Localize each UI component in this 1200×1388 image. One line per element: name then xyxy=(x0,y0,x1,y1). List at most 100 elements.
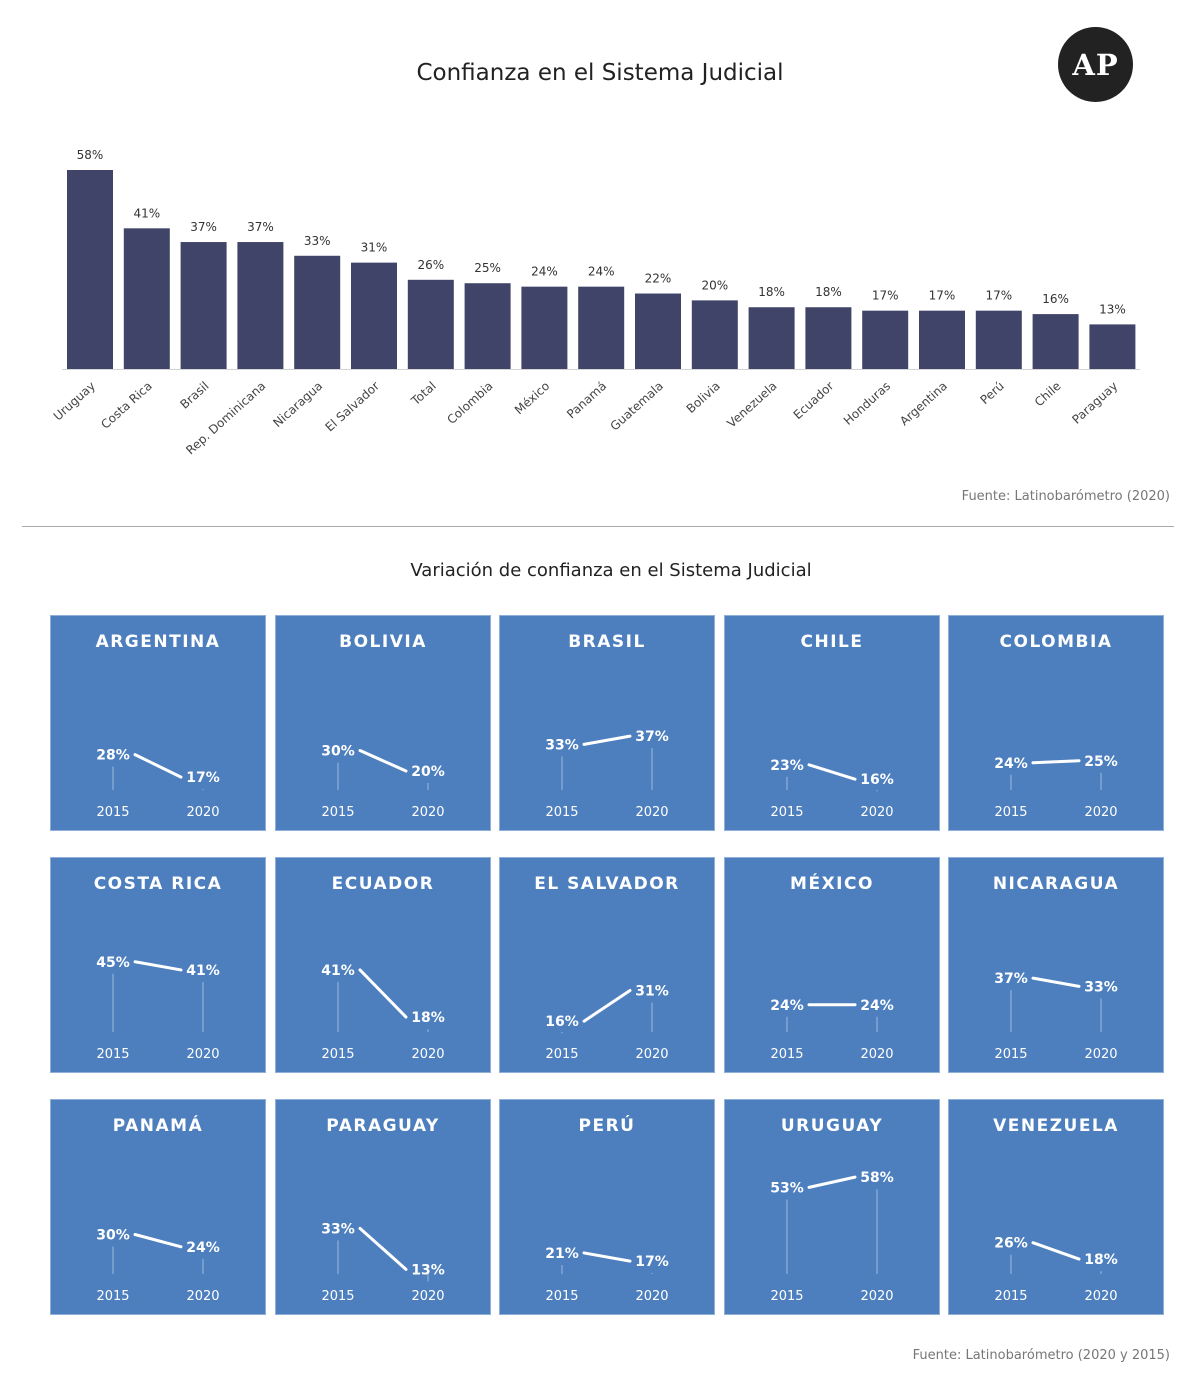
value-label-2020: 17% xyxy=(186,770,220,786)
bar-value-label: 22% xyxy=(645,272,672,286)
x-tick-label: Guatemala xyxy=(608,379,666,434)
panel-line-chart: 41% 18% 2015 2020 xyxy=(321,963,445,1062)
value-label-2015: 24% xyxy=(770,998,804,1014)
value-label-2020: 41% xyxy=(186,963,220,979)
trend-line xyxy=(582,734,632,746)
bar xyxy=(67,170,113,369)
value-label-2015: 41% xyxy=(321,963,355,979)
x-tick-label: Total xyxy=(408,379,439,409)
x-tick-label: Brasil xyxy=(177,379,211,412)
x-tick-label: Paraguay xyxy=(1069,379,1120,427)
panel-line-chart: 26% 18% 2015 2020 xyxy=(994,1236,1118,1304)
panel-country-title: PERÚ xyxy=(578,1116,636,1136)
panel-line-chart: 30% 24% 2015 2020 xyxy=(96,1228,220,1305)
bar-value-label: 26% xyxy=(417,258,444,272)
x-tick-label: Colombia xyxy=(444,379,495,427)
bar-value-label: 33% xyxy=(304,234,331,248)
trend-line xyxy=(133,753,183,779)
value-label-2020: 20% xyxy=(411,764,445,780)
value-label-2020: 31% xyxy=(635,983,669,999)
year-label-2020: 2020 xyxy=(411,1289,444,1304)
x-tick-label: Perú xyxy=(978,379,1007,407)
panel-line-chart: 24% 25% 2015 2020 xyxy=(994,754,1118,820)
year-label-2015: 2015 xyxy=(545,805,578,820)
value-label-2015: 28% xyxy=(96,748,130,764)
country-panel: COLOMBIA 24% 25% 2015 2020 xyxy=(948,615,1164,831)
bar xyxy=(578,286,625,369)
trend-line xyxy=(582,988,632,1023)
panel-line-chart: 33% 13% 2015 2020 xyxy=(321,1221,445,1304)
x-tick-label: Nicaragua xyxy=(270,379,325,430)
year-label-2020: 2020 xyxy=(1084,1289,1117,1304)
bar xyxy=(1032,314,1079,369)
bar xyxy=(919,310,965,369)
bar xyxy=(407,279,454,369)
value-label-2020: 58% xyxy=(860,1170,894,1186)
country-panel: NICARAGUA 37% 33% 2015 2020 xyxy=(948,857,1164,1073)
year-label-2020: 2020 xyxy=(635,1289,668,1304)
value-label-2020: 16% xyxy=(860,772,894,788)
country-panel: ARGENTINA 28% 17% 2015 2020 xyxy=(50,615,266,831)
year-label-2020: 2020 xyxy=(186,1047,219,1062)
year-label-2015: 2015 xyxy=(994,1289,1027,1304)
panel-country-title: URUGUAY xyxy=(780,1116,884,1136)
x-tick-label: Panamá xyxy=(564,379,609,422)
year-label-2015: 2015 xyxy=(994,805,1027,820)
panel-country-title: MÉXICO xyxy=(790,874,874,894)
x-tick-label: Chile xyxy=(1032,379,1064,410)
panel-line-chart: 37% 33% 2015 2020 xyxy=(994,971,1118,1062)
year-label-2015: 2015 xyxy=(770,1289,803,1304)
year-label-2020: 2020 xyxy=(186,1289,219,1304)
country-panel: VENEZUELA 26% 18% 2015 2020 xyxy=(948,1099,1164,1315)
bar xyxy=(635,293,681,369)
value-label-2015: 26% xyxy=(994,1236,1028,1252)
value-label-2015: 45% xyxy=(96,955,130,971)
country-panel: CHILE 23% 16% 2015 2020 xyxy=(724,615,940,831)
small-multiples-source: Fuente: Latinobarómetro (2020 y 2015) xyxy=(912,1348,1170,1363)
year-label-2015: 2015 xyxy=(545,1047,578,1062)
bar xyxy=(521,286,568,369)
bar xyxy=(805,307,852,369)
year-label-2015: 2015 xyxy=(994,1047,1027,1062)
section-divider xyxy=(22,526,1174,527)
panel-line-chart: 21% 17% 2015 2020 xyxy=(545,1246,669,1304)
ap-logo-text: AP xyxy=(1072,47,1119,82)
country-panel: MÉXICO 24% 24% 2015 2020 xyxy=(724,857,940,1073)
country-panel: URUGUAY 53% 58% 2015 2020 xyxy=(724,1099,940,1315)
year-label-2020: 2020 xyxy=(860,805,893,820)
panel-line-chart: 23% 16% 2015 2020 xyxy=(770,758,894,820)
year-label-2015: 2015 xyxy=(321,1289,354,1304)
trend-line xyxy=(358,968,408,1019)
bar-value-label: 31% xyxy=(361,241,388,255)
trend-line xyxy=(1031,976,1081,988)
bar-value-label: 24% xyxy=(588,265,615,279)
value-label-2020: 25% xyxy=(1084,754,1118,770)
x-tick-label: Ecuador xyxy=(791,379,837,422)
panel-line-chart: 45% 41% 2015 2020 xyxy=(96,955,220,1062)
panel-line-chart: 16% 31% 2015 2020 xyxy=(545,983,669,1062)
year-label-2020: 2020 xyxy=(635,1047,668,1062)
bar-chart-source: Fuente: Latinobarómetro (2020) xyxy=(961,489,1170,504)
bar xyxy=(237,242,284,369)
panel-country-title: ECUADOR xyxy=(331,874,435,894)
panel-country-title: BRASIL xyxy=(568,632,646,652)
trend-line xyxy=(358,749,408,773)
x-tick-label: Honduras xyxy=(841,379,893,428)
panel-country-title: EL SALVADOR xyxy=(534,874,680,894)
year-label-2020: 2020 xyxy=(1084,805,1117,820)
year-label-2015: 2015 xyxy=(321,1047,354,1062)
bar-value-label: 25% xyxy=(474,261,501,275)
trend-line xyxy=(358,1226,408,1271)
bar-value-label: 37% xyxy=(247,220,274,234)
country-panel: ECUADOR 41% 18% 2015 2020 xyxy=(275,857,491,1073)
country-panel: EL SALVADOR 16% 31% 2015 2020 xyxy=(499,857,715,1073)
bar-value-label: 24% xyxy=(531,265,558,279)
x-tick-label: México xyxy=(512,379,553,417)
year-label-2015: 2015 xyxy=(96,1289,129,1304)
year-label-2020: 2020 xyxy=(860,1047,893,1062)
trend-line xyxy=(807,763,857,781)
bar xyxy=(351,262,397,369)
bar-value-label: 17% xyxy=(929,289,956,303)
year-label-2015: 2015 xyxy=(545,1289,578,1304)
panel-country-title: PANAMÁ xyxy=(112,1116,204,1136)
